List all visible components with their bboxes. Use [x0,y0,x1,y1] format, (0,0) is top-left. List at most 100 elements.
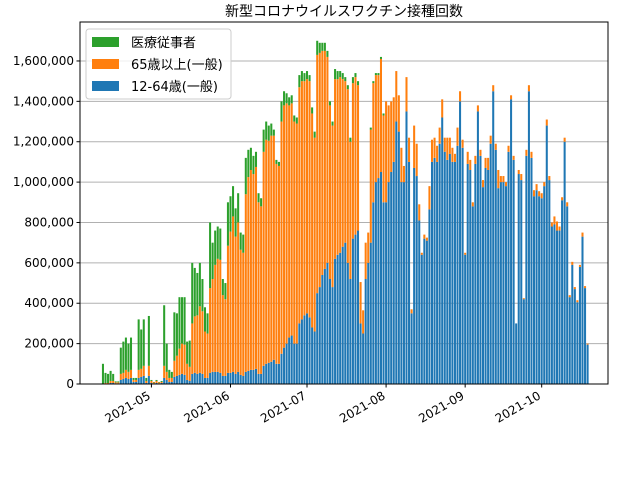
bar-general [311,327,313,384]
bar-general [508,152,510,384]
bar-elderly [459,91,461,101]
bar-elderly [163,366,165,378]
bar-medical [293,115,295,121]
bar-medical [347,85,349,89]
bar-elderly [530,152,532,158]
bar-elderly [352,83,354,238]
bar-general [283,348,285,384]
bar-elderly [523,298,525,299]
bar-elderly [204,332,206,378]
bar-medical [258,193,260,202]
bar-medical [283,91,285,105]
bar-elderly [173,361,175,377]
bar-elderly [365,243,367,279]
bar-medical [252,156,254,174]
bar-general [306,313,308,384]
bar-elderly [462,140,464,148]
bar-medical [140,329,142,368]
bar-general [247,371,249,384]
bar-elderly [413,126,415,168]
bar-medical [280,101,282,121]
bar-general [464,255,466,384]
bar-general [546,126,548,384]
bar-medical [337,71,339,79]
bar-elderly [444,138,446,152]
bar-general [219,373,221,384]
bar-medical [117,381,119,382]
bar-medical [298,75,300,87]
bar-medical [219,229,221,260]
bar-elderly [451,148,453,162]
legend-label-general: 12-64歳(一般) [131,79,218,95]
bar-elderly [273,136,275,360]
bar-general [581,237,583,384]
bar-general [548,180,550,384]
x-tick-label: 2021-06 [182,388,232,425]
bar-elderly [400,148,402,182]
bar-general [184,375,186,384]
bar-elderly [479,150,481,156]
bar-elderly [334,79,336,259]
bar-elderly [492,85,494,91]
bar-elderly [283,105,285,347]
bar-general [436,162,438,384]
bar-general [423,239,425,384]
bar-medical [120,348,122,374]
bar-elderly [127,372,129,379]
bar-general [186,380,188,384]
bar-general [587,345,589,384]
bar-general [400,182,402,384]
bar-general [224,376,226,384]
bar-medical [306,71,308,79]
bar-elderly [502,176,504,182]
bar-elderly [296,124,298,344]
bar-elderly [380,59,382,172]
legend-swatch-elderly [92,59,119,69]
bar-elderly [587,344,589,345]
bar-general [571,265,573,384]
bar-general [263,366,265,384]
bar-elderly [411,309,413,313]
bar-general [204,378,206,384]
bar-general [367,263,369,384]
bar-elderly [579,265,581,267]
bar-elderly [464,253,466,255]
bar-elderly [240,250,242,375]
bar-medical [176,313,178,355]
bar-medical [357,81,359,85]
bar-elderly [110,381,112,383]
bar-general [148,376,150,384]
bar-medical [209,222,211,288]
bar-elderly [117,382,119,383]
bar-general [408,162,410,384]
bar-general [280,354,282,384]
bar-general [176,376,178,384]
bar-elderly [125,370,127,378]
bar-elderly [367,233,369,263]
bar-general [235,374,237,384]
bar-general [250,370,252,384]
bar-general [181,374,183,384]
bar-general [237,372,239,384]
bar-elderly [449,138,451,154]
bar-medical [309,75,311,81]
bar-medical [145,378,147,381]
bar-general [505,186,507,384]
y-tick-label: 600,000 [24,256,74,270]
bar-elderly [156,381,158,383]
bar-general [332,287,334,384]
bar-elderly [145,381,147,383]
bar-elderly [434,138,436,158]
bar-elderly [288,105,290,337]
bar-elderly [418,204,420,220]
bar-medical [324,43,326,51]
bar-elderly [398,95,400,131]
bar-general [324,269,326,384]
bar-general [242,376,244,384]
bar-general [270,362,272,384]
bar-elderly [525,150,527,156]
bar-elderly [556,221,558,230]
bar-elderly [260,206,262,374]
y-tick-label: 1,600,000 [13,54,74,68]
bar-elderly [569,295,571,297]
